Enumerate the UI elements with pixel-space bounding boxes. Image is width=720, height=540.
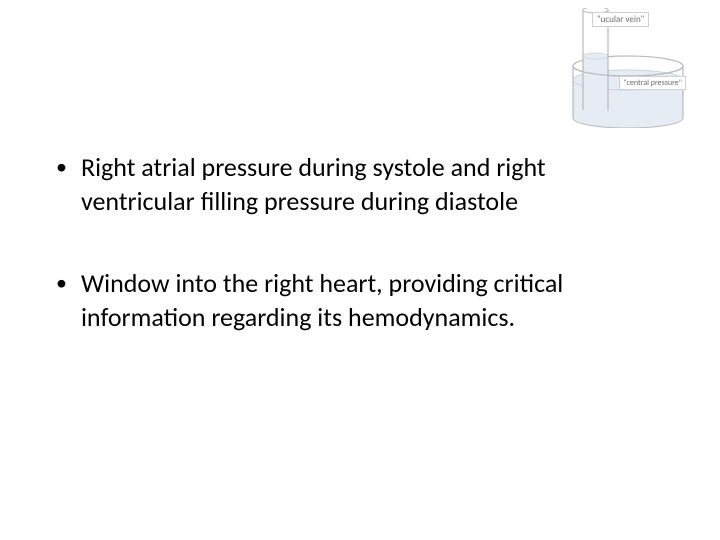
bullet-item: • Window into the right heart, providing… <box>56 266 664 334</box>
slide: "ucular vein" "central pressure" • Right… <box>0 0 720 540</box>
bullet-text: Window into the right heart, providing c… <box>81 266 664 334</box>
bullet-text: Right atrial pressure during systole and… <box>81 150 664 218</box>
bullet-item: • Right atrial pressure during systole a… <box>56 150 664 218</box>
bullet-marker-icon: • <box>56 266 67 300</box>
diagram-label-top: "ucular vein" <box>592 12 649 27</box>
bullet-marker-icon: • <box>56 150 67 184</box>
bullet-list: • Right atrial pressure during systole a… <box>56 150 664 382</box>
diagram-label-side: "central pressure" <box>619 76 686 90</box>
cvp-diagram: "ucular vein" "central pressure" <box>528 8 688 128</box>
